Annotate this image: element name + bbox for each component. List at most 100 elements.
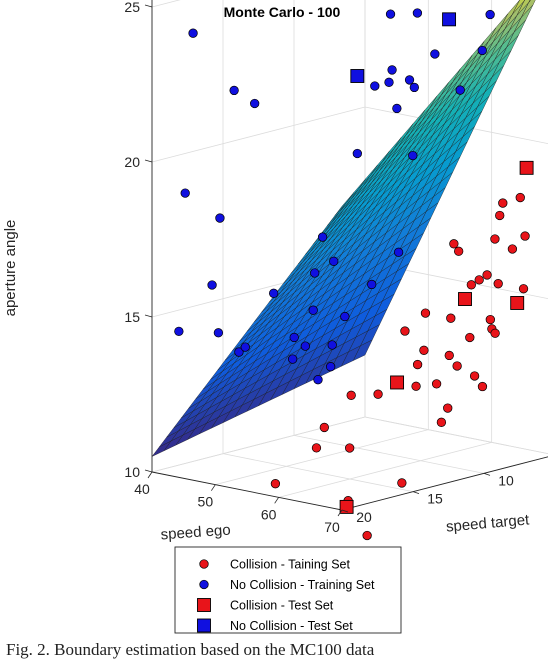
x-tick-label: 60 xyxy=(261,506,277,522)
collision-taining-set-point xyxy=(400,326,410,336)
no-collision-training-set-point xyxy=(409,82,419,93)
legend-label: No Collision - Training Set xyxy=(230,578,375,592)
collision-taining-set-point xyxy=(444,350,454,361)
axis-ticks: 40506070510152010152025 xyxy=(124,0,514,535)
no-collision-training-set-point xyxy=(308,305,318,315)
collision-taining-set-point xyxy=(446,313,456,323)
y-tick-label: 15 xyxy=(427,491,443,507)
collision-taining-set-point xyxy=(465,332,475,343)
no-collision-training-set-point xyxy=(174,326,184,337)
legend-label: Collision - Test Set xyxy=(230,599,334,613)
no-collision-training-set-point xyxy=(250,98,260,109)
z-tick-mark xyxy=(144,314,153,318)
no-collision-training-set-point xyxy=(387,65,397,75)
x-tick-label: 40 xyxy=(134,481,150,497)
x-axis-line xyxy=(151,471,343,511)
no-collision-training-set-point xyxy=(329,256,339,266)
no-collision-training-set-point xyxy=(207,280,217,290)
x-tick-mark xyxy=(147,471,153,479)
no-collision-training-set-point xyxy=(288,354,298,364)
grid-line xyxy=(222,453,414,493)
collision-taining-set-point xyxy=(411,381,421,391)
collision-taining-set-point xyxy=(311,443,322,453)
no-collision-training-set-point xyxy=(340,311,350,322)
z-tick-label: 20 xyxy=(124,154,140,170)
grid-line xyxy=(278,441,492,498)
collision-taining-set-point xyxy=(443,403,453,413)
z-tick-mark xyxy=(144,469,153,473)
collision-taining-set-point xyxy=(362,530,372,541)
x-tick-label: 70 xyxy=(324,519,340,535)
no-collision-training-set-point xyxy=(455,85,465,95)
z-tick-mark xyxy=(144,4,153,8)
no-collision-training-set-point xyxy=(213,328,224,338)
grid-line xyxy=(151,416,366,473)
collision-taining-set-point xyxy=(482,270,492,280)
surface-patch xyxy=(528,0,532,3)
monte-carlo-3d-chart: 40506070510152010152025 Monte Carlo - 10… xyxy=(2,0,548,634)
collision-taining-set-point xyxy=(490,234,500,244)
no-collision-test-set-point xyxy=(350,69,365,83)
collision-taining-set-point xyxy=(469,371,480,381)
no-collision-training-set-point xyxy=(352,148,362,159)
legend-label: No Collision - Test Set xyxy=(230,619,353,633)
no-collision-test-set-point xyxy=(442,12,457,27)
collision-taining-set-point xyxy=(498,198,508,208)
collision-taining-set-point xyxy=(466,280,476,290)
collision-taining-set-point xyxy=(431,379,442,389)
no-collision-training-set-point xyxy=(430,49,440,59)
collision-taining-set-point xyxy=(452,361,462,371)
no-collision-training-set-point xyxy=(385,9,396,19)
no-collision-training-set-point xyxy=(317,232,328,242)
no-collision-training-set-point xyxy=(313,375,323,385)
y-tick-mark xyxy=(341,509,349,513)
z-tick-mark xyxy=(144,159,153,163)
no-collision-training-set-point xyxy=(310,268,320,278)
no-collision-training-set-point xyxy=(384,77,394,87)
no-collision-training-set-point xyxy=(367,279,377,290)
x-tick-mark xyxy=(337,509,343,517)
no-collision-training-set-point xyxy=(229,85,239,96)
y-axis-label: speed target xyxy=(445,511,530,535)
no-collision-training-set-point xyxy=(215,213,225,223)
collision-taining-set-point xyxy=(270,479,281,489)
no-collision-training-set-point xyxy=(392,103,402,114)
collision-test-set-point xyxy=(390,375,405,390)
legend-marker-square xyxy=(197,598,211,612)
collision-taining-set-point xyxy=(449,239,459,249)
chart-title: Monte Carlo - 100 xyxy=(224,4,341,20)
x-axis-label: speed ego xyxy=(160,522,231,544)
grid-line xyxy=(293,434,485,474)
legend-label: Collision - Taining Set xyxy=(230,558,350,572)
no-collision-training-set-point xyxy=(404,75,415,85)
no-collision-training-set-point xyxy=(327,340,337,350)
figure-caption: Fig. 2. Boundary estimation based on the… xyxy=(6,640,375,659)
z-tick-label: 15 xyxy=(124,309,140,325)
collision-taining-set-point xyxy=(520,231,530,241)
no-collision-training-set-point xyxy=(485,9,495,20)
y-tick-mark xyxy=(412,491,420,495)
legend-marker-circle xyxy=(199,559,209,569)
x-tick-mark xyxy=(211,484,216,491)
collision-taining-set-point xyxy=(518,284,529,294)
collision-taining-set-point xyxy=(507,244,518,254)
no-collision-training-set-point xyxy=(188,28,198,38)
z-axis-label: aperture angle xyxy=(2,220,19,317)
x-tick-label: 50 xyxy=(198,494,214,510)
x-tick-mark xyxy=(274,497,279,504)
legend-marker-circle xyxy=(199,579,209,590)
collision-taining-set-point xyxy=(397,478,407,488)
no-collision-training-set-point xyxy=(393,247,404,257)
collision-taining-set-point xyxy=(477,381,488,392)
collision-test-set-point xyxy=(519,160,534,175)
collision-taining-set-point xyxy=(493,279,503,289)
no-collision-training-set-point xyxy=(234,347,244,357)
grid-line xyxy=(215,429,429,486)
y-axis-line xyxy=(341,456,548,511)
collision-taining-set-point xyxy=(436,417,447,427)
no-collision-training-set-point xyxy=(477,45,487,56)
collision-test-set-point xyxy=(510,296,525,310)
collision-taining-set-point xyxy=(373,389,383,399)
no-collision-training-set-point xyxy=(289,332,299,343)
grid-line xyxy=(364,416,548,455)
